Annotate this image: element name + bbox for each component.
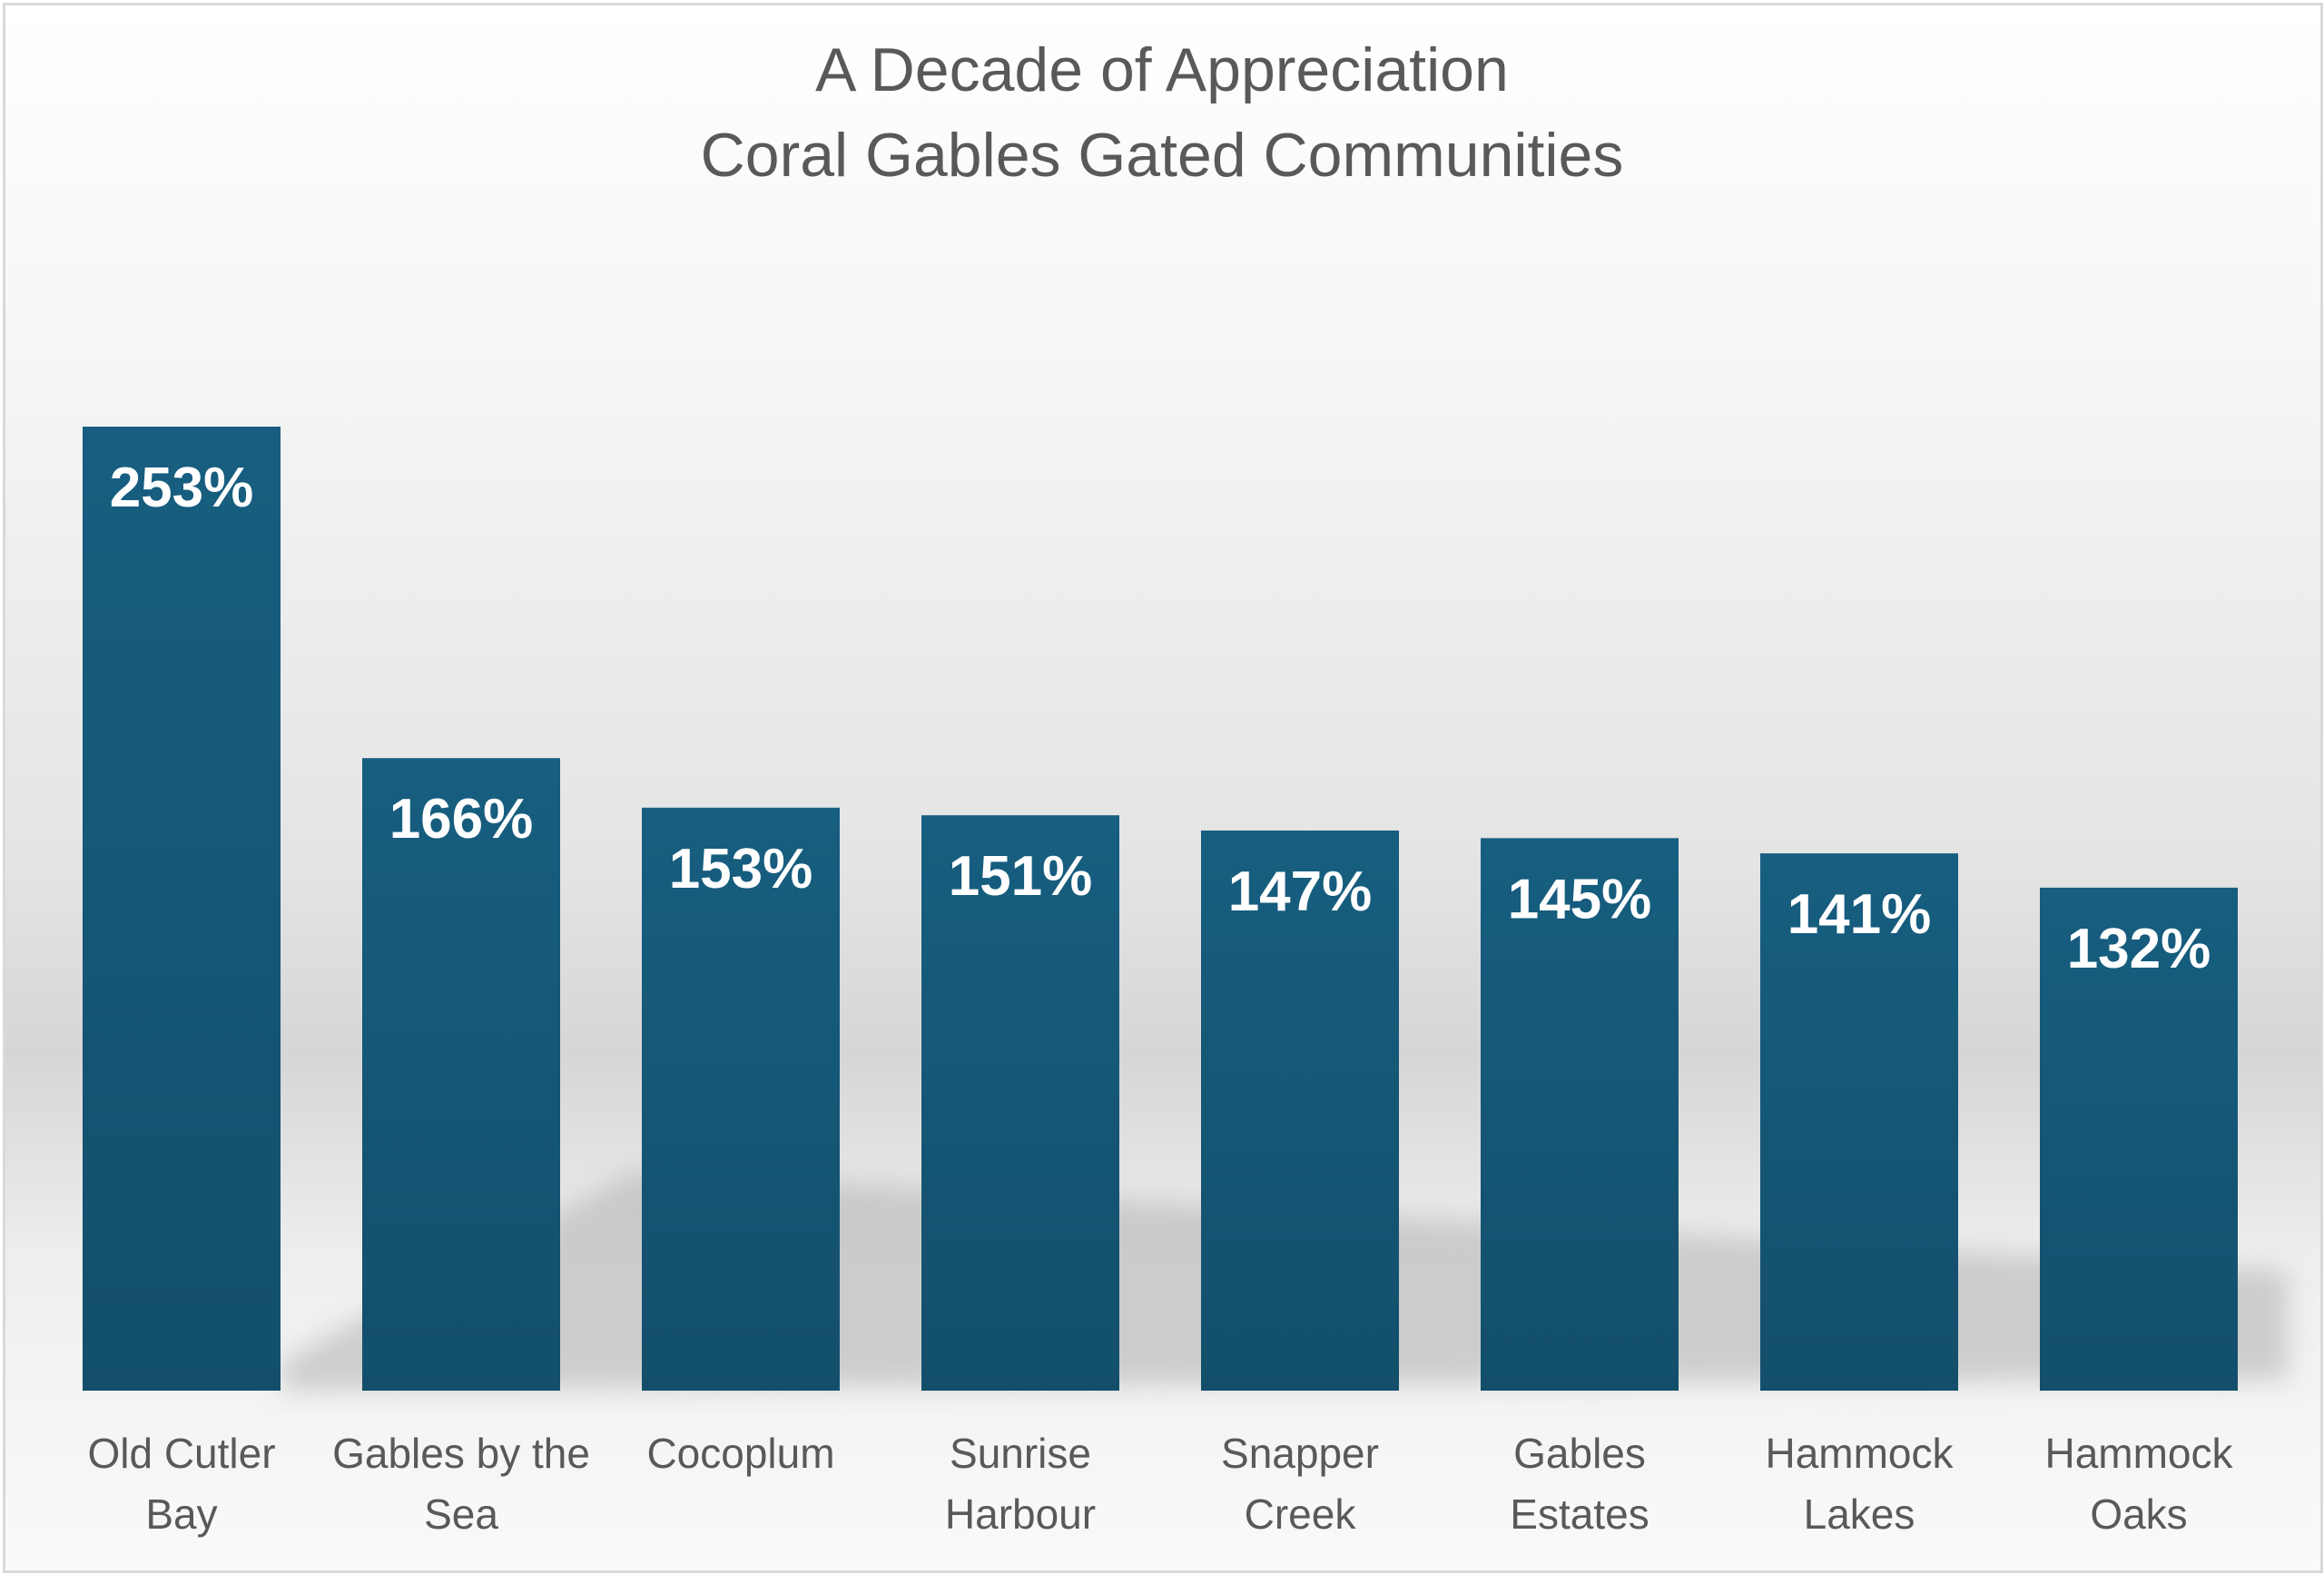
data-label: 147%	[1228, 861, 1373, 923]
bar	[921, 815, 1119, 1391]
category-label: Old Cutler	[87, 1430, 275, 1477]
chart-title-line-1: A Decade of Appreciation	[815, 35, 1509, 104]
category-label: Gables	[1513, 1430, 1646, 1477]
bar	[1481, 838, 1679, 1391]
category-label: Hammock	[1765, 1430, 1954, 1477]
bar	[2040, 887, 2238, 1391]
category-label: Oaks	[2090, 1490, 2187, 1538]
category-label: Harbour	[945, 1490, 1096, 1538]
category-label: Sea	[424, 1490, 498, 1538]
category-label: Estates	[1510, 1490, 1649, 1538]
data-label: 151%	[949, 845, 1093, 908]
category-label: Creek	[1245, 1490, 1357, 1538]
data-label: 145%	[1508, 868, 1652, 930]
data-label: 166%	[389, 788, 534, 851]
bar	[83, 427, 281, 1391]
category-label: Snapper	[1221, 1430, 1379, 1477]
category-label: Sunrise	[950, 1430, 1091, 1477]
data-label: 153%	[669, 838, 813, 900]
bar	[642, 807, 840, 1391]
category-label: Lakes	[1804, 1490, 1915, 1538]
data-label: 141%	[1787, 883, 1932, 946]
category-label: Cocoplum	[646, 1430, 834, 1477]
data-label: 253%	[110, 457, 254, 519]
bar	[1760, 853, 1958, 1391]
data-label: 132%	[2067, 918, 2211, 980]
category-label: Bay	[145, 1490, 217, 1538]
bar	[1201, 830, 1399, 1391]
chart-title-line-2: Coral Gables Gated Communities	[700, 121, 1624, 190]
category-label: Gables by the	[332, 1430, 590, 1477]
category-label: Hammock	[2044, 1430, 2233, 1477]
bar	[362, 758, 560, 1391]
